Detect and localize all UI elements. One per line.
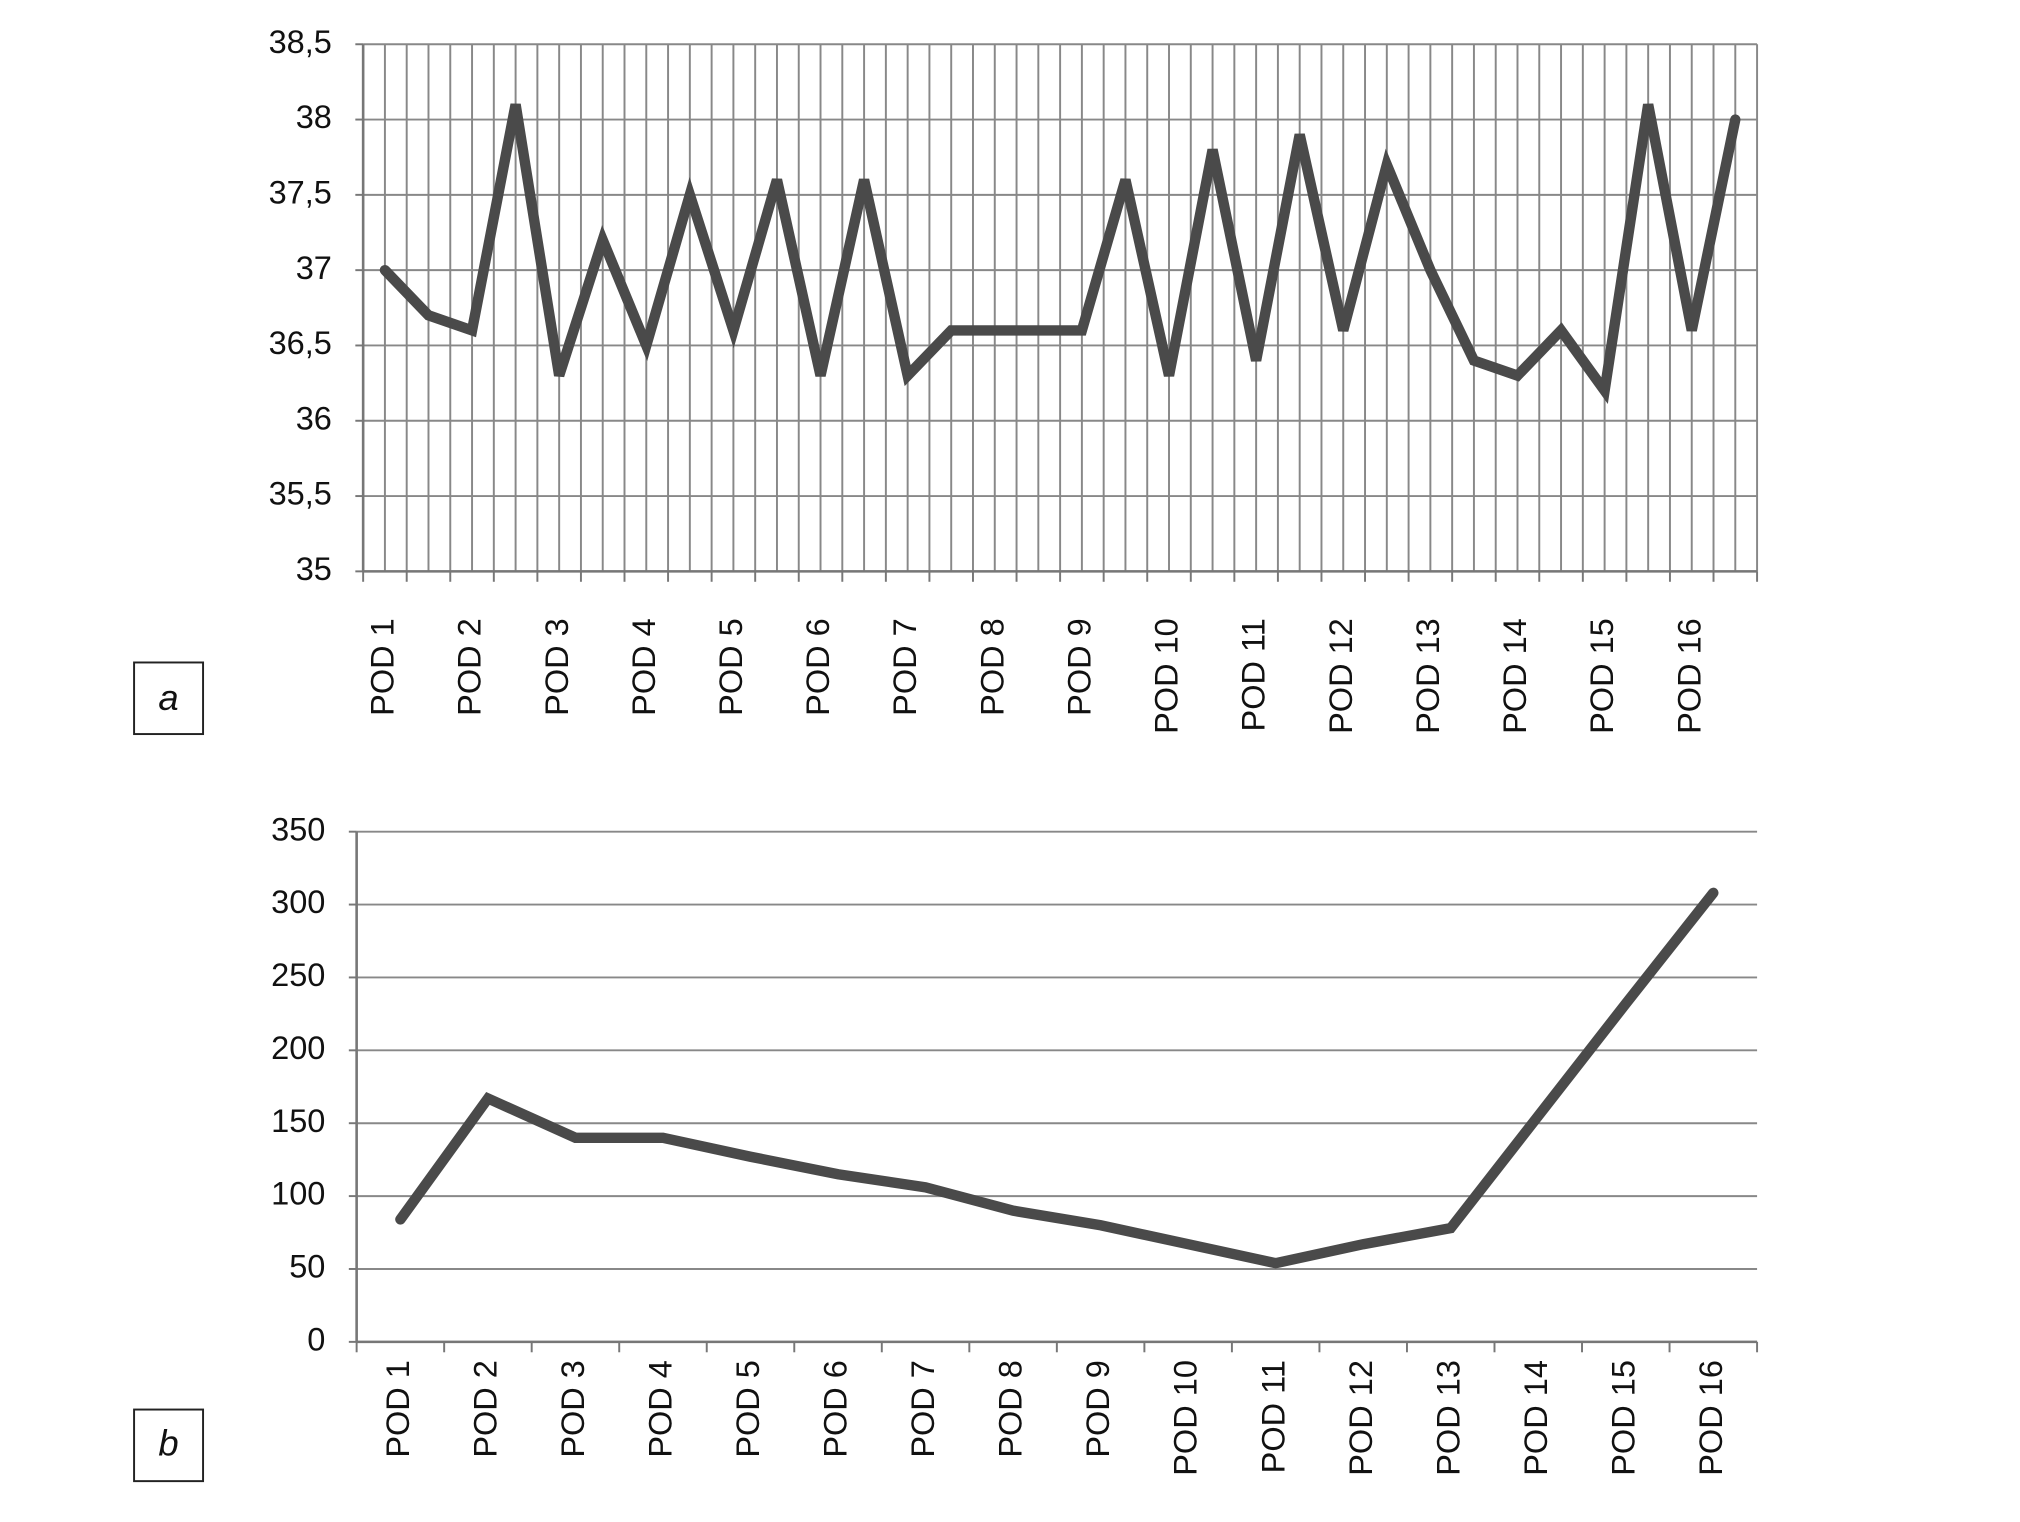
- x-tick-label: POD 10: [1168, 1360, 1204, 1476]
- x-tick-label: POD 4: [643, 1360, 679, 1458]
- y-tick-label: 250: [271, 957, 325, 993]
- x-tick-label: POD 11: [1255, 1360, 1291, 1473]
- x-tick-label: POD 16: [1693, 1360, 1729, 1476]
- x-tick-label: POD 9: [1080, 1360, 1116, 1458]
- y-tick-label: 35: [296, 551, 332, 587]
- panel-box: [133, 1408, 205, 1483]
- y-tick-label: 36: [296, 400, 332, 436]
- x-tick-label: POD 7: [905, 1360, 941, 1458]
- x-tick-label: POD 6: [800, 618, 836, 716]
- x-tick-label: POD 9: [1061, 618, 1097, 716]
- panel-box: [133, 661, 205, 736]
- x-tick-label: POD 5: [713, 618, 749, 716]
- y-tick-label: 37: [296, 250, 332, 286]
- x-tick-label: POD 12: [1323, 618, 1359, 734]
- y-tick-label: 38: [296, 99, 332, 135]
- data-line: [395, 887, 1719, 1269]
- x-tick-label: POD 7: [887, 618, 923, 716]
- y-tick-label: 35,5: [269, 476, 332, 512]
- x-tick-label: POD 3: [555, 1360, 591, 1458]
- y-tick-label: 100: [271, 1176, 325, 1212]
- x-tick-label: POD 14: [1518, 1360, 1554, 1476]
- y-tick-label: 50: [289, 1249, 325, 1285]
- y-tick-label: 200: [271, 1030, 325, 1066]
- y-tick-label: 36,5: [269, 325, 332, 361]
- x-tick-label: POD 15: [1605, 1360, 1641, 1476]
- x-tick-label: POD 2: [452, 618, 488, 716]
- x-tick-label: POD 14: [1497, 618, 1533, 734]
- x-tick-label: POD 5: [730, 1360, 766, 1458]
- x-tick-label: POD 4: [626, 618, 662, 716]
- x-tick-label: POD 2: [468, 1360, 504, 1458]
- panel-label: b: [158, 1423, 178, 1464]
- x-tick-label: POD 13: [1410, 618, 1446, 734]
- x-tick-label: POD 6: [818, 1360, 854, 1458]
- y-tick-label: 150: [271, 1103, 325, 1139]
- x-tick-label: POD 8: [974, 618, 1010, 716]
- x-tick-label: POD 11: [1236, 618, 1272, 731]
- x-tick-label: POD 1: [365, 618, 401, 716]
- x-tick-label: POD 8: [993, 1360, 1029, 1458]
- x-tick-label: POD 10: [1149, 618, 1185, 734]
- x-tick-label: POD 1: [380, 1360, 416, 1458]
- y-tick-label: 0: [307, 1321, 325, 1357]
- data-line: [379, 103, 1741, 404]
- x-tick-label: POD 16: [1671, 618, 1707, 734]
- y-tick-label: 300: [271, 884, 325, 920]
- x-tick-label: POD 15: [1584, 618, 1620, 734]
- x-tick-label: POD 12: [1343, 1360, 1379, 1476]
- x-tick-label: POD 13: [1430, 1360, 1466, 1476]
- x-tick-label: POD 3: [539, 618, 575, 716]
- y-tick-label: 37,5: [269, 174, 332, 210]
- panel-label: a: [158, 677, 178, 718]
- y-tick-label: 350: [271, 811, 325, 847]
- y-tick-label: 38,5: [269, 24, 332, 60]
